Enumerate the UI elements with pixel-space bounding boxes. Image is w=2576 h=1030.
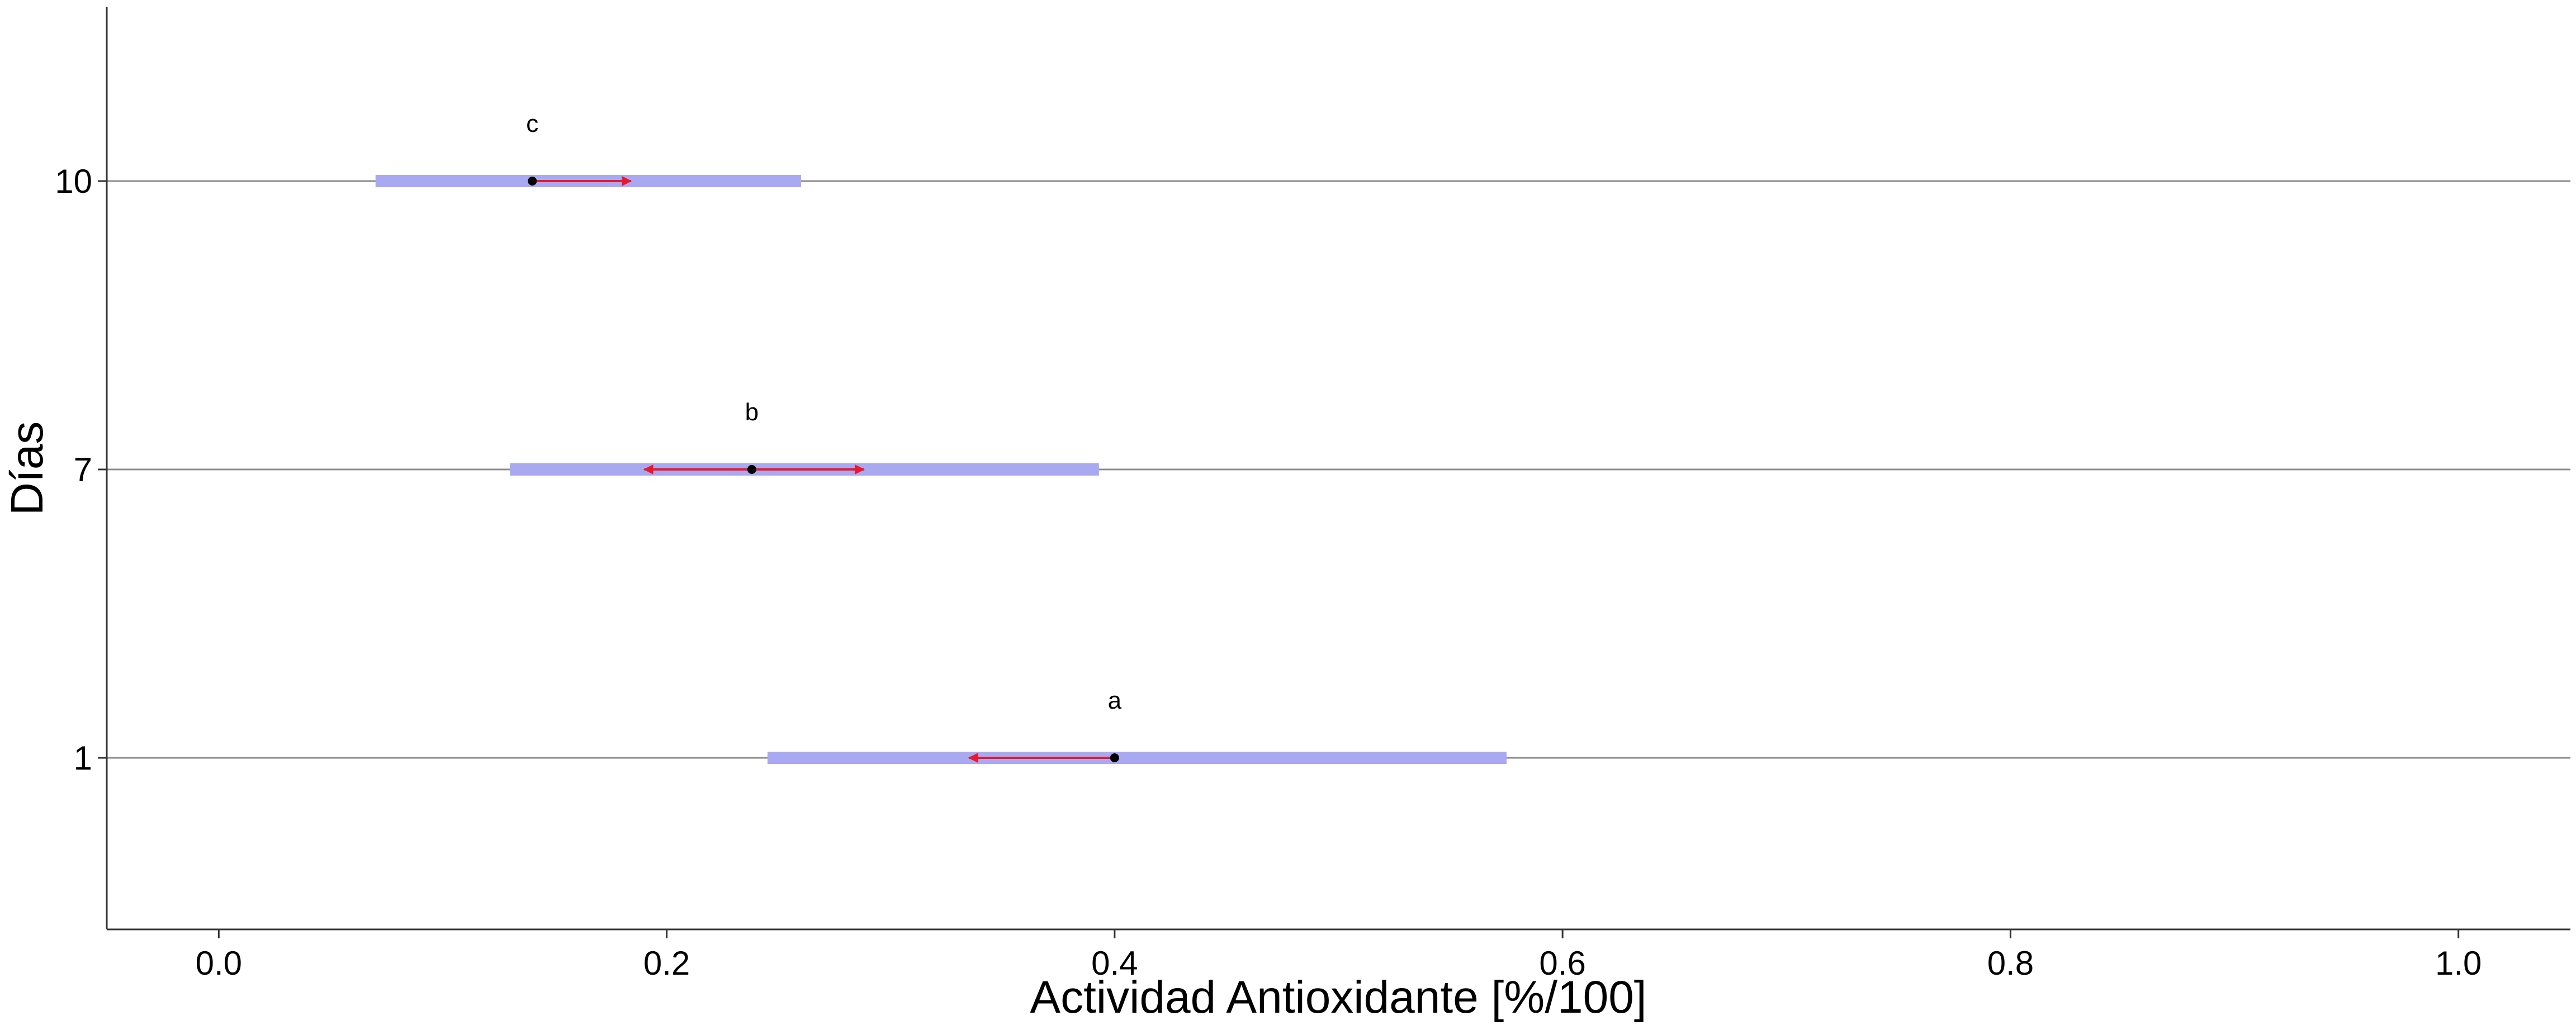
gridlines (107, 180, 2570, 759)
x-tick-labels: 0.0 0.2 0.4 0.6 0.8 1.0 (196, 929, 2482, 982)
y-tick-label: 10 (55, 163, 92, 200)
group-letter: a (1108, 687, 1122, 714)
mean-point (747, 465, 756, 474)
mean-points (528, 177, 1119, 762)
group-letter: c (526, 110, 538, 137)
y-axis-title: Días (2, 421, 53, 516)
x-tick-label: 0.6 (1539, 944, 1585, 982)
mean-point (1110, 753, 1119, 762)
group-letters: a b c (526, 110, 1121, 714)
mean-point (528, 177, 537, 186)
x-axis-title: Actividad Antioxidante [%/100] (1030, 972, 1646, 1023)
x-tick-label: 0.0 (196, 944, 242, 982)
x-tick-label: 0.8 (1987, 944, 2034, 982)
x-tick-label: 1.0 (2435, 944, 2482, 982)
x-tick-label: 0.4 (1091, 944, 1138, 982)
y-tick-label: 7 (74, 451, 92, 488)
axes (106, 7, 2570, 931)
interval-bar (767, 752, 1507, 764)
x-tick-label: 0.2 (643, 944, 690, 982)
y-tick-label: 1 (74, 739, 92, 777)
group-letter: b (745, 398, 759, 426)
